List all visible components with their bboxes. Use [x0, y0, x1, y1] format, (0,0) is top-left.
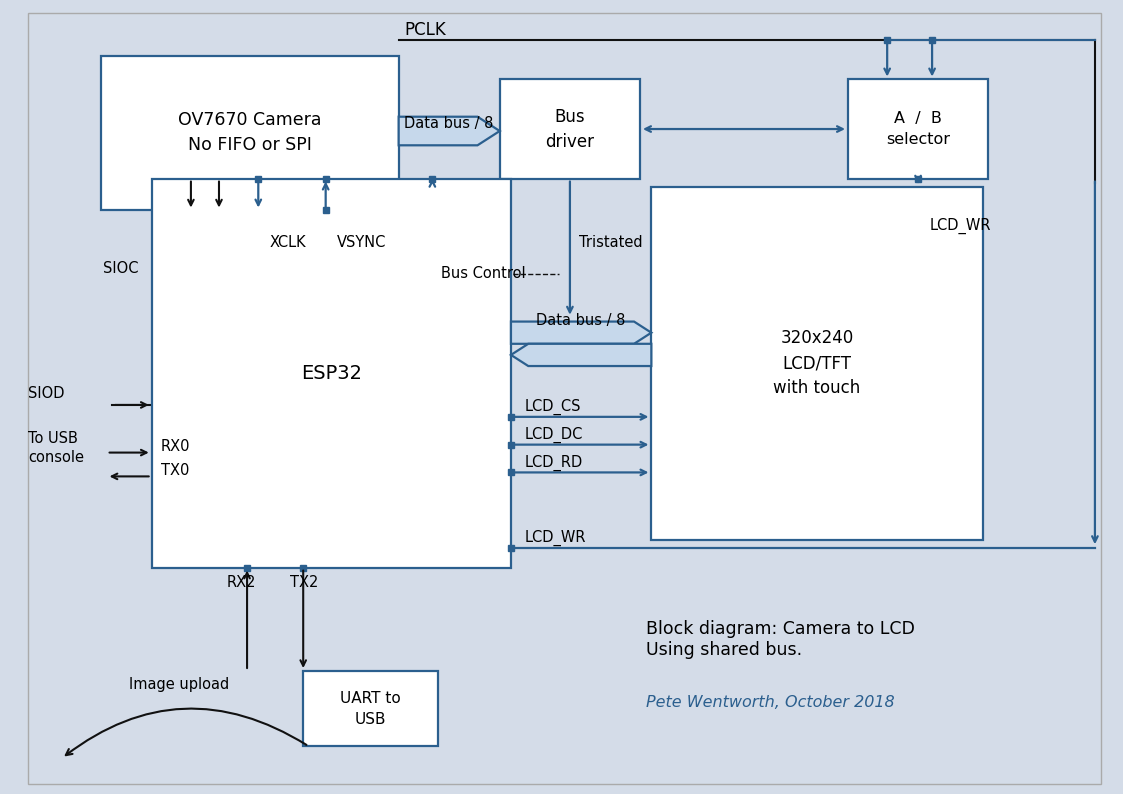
Text: SIOC: SIOC: [103, 261, 139, 276]
Text: LCD_CS: LCD_CS: [524, 399, 581, 415]
Polygon shape: [399, 117, 500, 145]
Bar: [101, 56, 399, 210]
Polygon shape: [511, 344, 651, 366]
Bar: [500, 79, 640, 179]
Text: TX2: TX2: [290, 575, 318, 589]
Text: 320x240
LCD/TFT
with touch: 320x240 LCD/TFT with touch: [774, 330, 860, 397]
Text: OV7670 Camera
No FIFO or SPI: OV7670 Camera No FIFO or SPI: [179, 111, 321, 155]
Text: Tristated: Tristated: [579, 235, 642, 249]
Text: LCD_WR: LCD_WR: [930, 218, 990, 234]
Text: Data bus / 8: Data bus / 8: [404, 116, 494, 130]
Text: RX0: RX0: [161, 439, 190, 453]
Text: Pete Wentworth, October 2018: Pete Wentworth, October 2018: [646, 696, 894, 710]
Bar: [152, 179, 511, 568]
Bar: [303, 671, 438, 746]
Text: LCD_RD: LCD_RD: [524, 455, 583, 471]
Text: console: console: [28, 450, 84, 464]
Text: Data bus / 8: Data bus / 8: [537, 314, 626, 328]
Text: ESP32: ESP32: [301, 364, 362, 383]
Text: RX2: RX2: [227, 575, 256, 589]
Text: LCD_WR: LCD_WR: [524, 530, 586, 546]
Text: XCLK: XCLK: [270, 235, 307, 249]
Text: Block diagram: Camera to LCD
Using shared bus.: Block diagram: Camera to LCD Using share…: [646, 620, 914, 658]
Text: Image upload: Image upload: [129, 677, 229, 692]
Text: Bus
driver: Bus driver: [546, 107, 594, 151]
Text: Bus Control: Bus Control: [441, 267, 526, 281]
Text: LCD_DC: LCD_DC: [524, 427, 583, 443]
Polygon shape: [511, 322, 651, 344]
Text: PCLK: PCLK: [404, 21, 446, 39]
Bar: [651, 187, 983, 540]
Text: UART to
USB: UART to USB: [340, 691, 401, 727]
Text: TX0: TX0: [161, 463, 189, 477]
Text: VSYNC: VSYNC: [337, 235, 386, 249]
Text: A  /  B
selector: A / B selector: [886, 111, 950, 147]
Text: To USB: To USB: [28, 431, 77, 445]
Text: SIOD: SIOD: [28, 386, 65, 400]
Bar: [848, 79, 988, 179]
